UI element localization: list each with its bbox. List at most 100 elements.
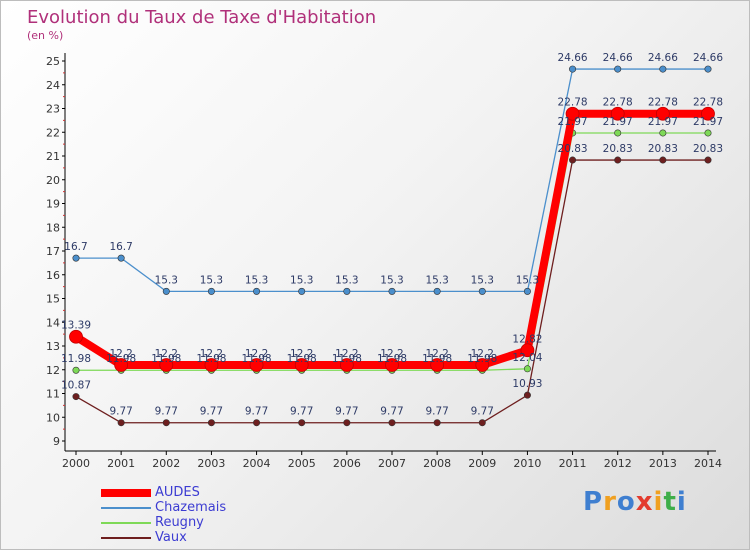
data-point-vaux — [343, 419, 351, 427]
y-tick-label: 11 — [46, 388, 60, 401]
y-tick-label: 13 — [46, 340, 60, 353]
data-point-chazemais — [207, 287, 215, 295]
y-tick-label: 9 — [53, 435, 60, 448]
x-tick-label: 2011 — [559, 457, 587, 470]
data-label-vaux: 9.77 — [425, 406, 448, 418]
series-line-reugny — [75, 132, 709, 371]
logo-letter: o — [616, 487, 636, 517]
data-label-audes: 12.2 — [245, 348, 268, 360]
x-tick-label: 2014 — [694, 457, 722, 470]
data-point-vaux — [253, 419, 261, 427]
data-point-chazemais — [117, 254, 125, 262]
x-tick-label: 2003 — [197, 457, 225, 470]
data-label-chazemais: 24.66 — [603, 52, 633, 64]
data-point-chazemais — [704, 65, 712, 73]
data-label-audes: 13.39 — [61, 320, 91, 332]
y-tick-label: 15 — [46, 293, 60, 306]
data-label-chazemais: 24.66 — [558, 52, 588, 64]
legend-item-chazemais: Chazemais — [101, 500, 226, 515]
logo-letter: P — [583, 487, 604, 517]
y-tick-label: 18 — [46, 221, 60, 234]
logo-letter: r — [603, 487, 617, 517]
data-label-audes: 22.78 — [603, 97, 633, 109]
x-tick-label: 2002 — [152, 457, 180, 470]
data-label-chazemais: 15.3 — [200, 274, 223, 286]
y-tick-label: 24 — [46, 79, 60, 92]
data-label-vaux: 20.83 — [558, 143, 588, 155]
data-label-audes: 12.2 — [380, 348, 403, 360]
legend-item-vaux: Vaux — [101, 530, 226, 545]
data-label-vaux: 20.83 — [648, 143, 678, 155]
data-point-audes — [159, 358, 174, 372]
data-point-vaux — [72, 393, 80, 401]
data-label-chazemais: 15.3 — [425, 274, 448, 286]
data-point-reugny — [523, 365, 531, 373]
data-point-vaux — [162, 419, 170, 427]
data-label-reugny: 11.98 — [332, 353, 362, 365]
data-label-audes: 22.78 — [693, 97, 723, 109]
data-point-audes — [385, 358, 399, 372]
y-tick-label: 22 — [46, 126, 60, 139]
y-tick-label: 16 — [46, 269, 60, 282]
data-point-chazemais — [659, 65, 667, 73]
logo-letter: i — [653, 487, 664, 517]
legend-label: Vaux — [155, 530, 187, 545]
data-point-chazemais — [253, 287, 261, 295]
data-point-vaux — [388, 419, 396, 427]
legend-label: Chazemais — [155, 500, 227, 515]
data-label-chazemais: 16.7 — [64, 241, 87, 253]
data-label-audes: 12.2 — [425, 348, 448, 360]
data-point-chazemais — [569, 65, 577, 73]
data-point-vaux — [614, 156, 622, 164]
data-label-reugny: 11.98 — [196, 353, 226, 365]
data-point-audes — [69, 329, 83, 344]
x-tick-label: 2012 — [604, 457, 632, 470]
data-point-vaux — [659, 156, 667, 164]
y-tick-label: 25 — [46, 55, 60, 68]
data-label-vaux: 10.87 — [61, 380, 91, 392]
data-label-audes: 12.2 — [290, 348, 313, 360]
data-label-reugny: 12.04 — [512, 352, 542, 364]
legend-swatch — [101, 506, 151, 509]
y-tick-label: 10 — [46, 411, 60, 424]
data-label-reugny: 11.98 — [151, 353, 181, 365]
x-tick-label: 2000 — [62, 457, 90, 470]
data-label-reugny: 21.97 — [693, 116, 723, 128]
data-label-vaux: 20.83 — [603, 143, 633, 155]
data-point-audes — [294, 358, 309, 372]
data-point-audes — [204, 358, 219, 372]
legend-label: Reugny — [155, 515, 204, 530]
logo-letter: t — [663, 487, 677, 517]
data-label-chazemais: 15.3 — [471, 274, 494, 286]
chart-title: Evolution du Taux de Taxe d'Habitation — [27, 7, 377, 28]
unit-label: (en %) — [27, 29, 64, 42]
legend-item-reugny: Reugny — [101, 515, 226, 530]
legend-swatch — [101, 521, 151, 524]
data-label-chazemais: 15.3 — [516, 274, 539, 286]
data-point-vaux — [478, 419, 486, 427]
data-label-chazemais: 15.3 — [245, 274, 268, 286]
data-label-chazemais: 24.66 — [648, 52, 678, 64]
data-point-chazemais — [72, 254, 80, 262]
data-label-reugny: 11.98 — [61, 353, 91, 365]
data-point-vaux — [704, 156, 712, 164]
data-label-reugny: 11.98 — [106, 353, 136, 365]
data-label-reugny: 11.98 — [287, 353, 317, 365]
data-label-reugny: 11.98 — [242, 353, 272, 365]
data-point-vaux — [298, 419, 306, 427]
data-label-vaux: 9.77 — [155, 406, 178, 418]
data-label-reugny: 21.97 — [648, 116, 678, 128]
data-point-chazemais — [162, 287, 170, 295]
legend: AUDES Chazemais Reugny Vaux — [101, 485, 226, 545]
y-tick-label: 14 — [46, 316, 60, 329]
data-label-audes: 12.2 — [471, 348, 494, 360]
data-label-vaux: 9.77 — [290, 406, 313, 418]
data-label-chazemais: 15.3 — [155, 274, 178, 286]
logo-letter: x — [635, 487, 654, 517]
data-point-audes — [339, 358, 354, 372]
data-label-vaux: 9.77 — [335, 406, 358, 418]
x-tick-label: 2005 — [288, 457, 316, 470]
data-point-reugny — [614, 129, 622, 137]
